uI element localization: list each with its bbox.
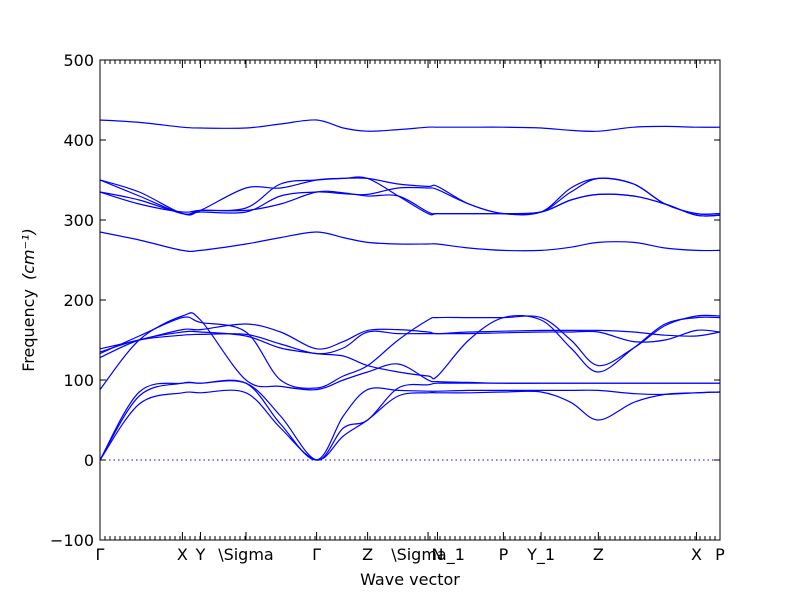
x-tick-label-9: Y_1 xyxy=(526,545,555,565)
band-line-1 xyxy=(99,389,721,461)
y-tick-label-0: −100 xyxy=(50,531,94,550)
plot-frame xyxy=(99,59,721,541)
y-tick-labels: −100 0 100 200 300 400 500 xyxy=(50,51,94,550)
y-tick-label-1: 0 xyxy=(84,451,94,470)
y-tick-label-4: 300 xyxy=(63,211,94,230)
axis-ticks xyxy=(99,59,721,541)
band-line-13 xyxy=(99,177,721,216)
band-line-4 xyxy=(99,312,720,391)
y-tick-label-5: 400 xyxy=(63,131,94,150)
x-tick-label-2: Y xyxy=(195,545,206,564)
y-tick-label-3: 200 xyxy=(63,291,94,310)
x-tick-label-11: X xyxy=(691,545,702,564)
x-tick-label-4: Γ xyxy=(312,545,321,564)
band-line-8 xyxy=(99,329,721,355)
x-tick-label-0: Γ xyxy=(96,545,105,564)
band-line-6 xyxy=(99,314,721,389)
x-tick-label-8: P xyxy=(499,545,509,564)
band-line-5 xyxy=(99,314,721,380)
x-axis-label: Wave vector xyxy=(360,570,460,589)
y-axis-label-unit: (cm⁻¹) xyxy=(19,228,38,280)
x-tick-label-12: P xyxy=(715,545,725,564)
x-tick-label-3: \Sigma xyxy=(218,545,274,564)
x-tick-label-6: \Sigma_1 xyxy=(391,545,465,565)
band-line-14 xyxy=(99,119,721,132)
y-tick-label-2: 100 xyxy=(63,371,94,390)
band-line-12 xyxy=(99,176,721,216)
y-axis-label-text: Frequency xyxy=(19,289,38,372)
x-tick-label-7: N xyxy=(431,545,443,564)
y-axis-label: Frequency (cm⁻¹) xyxy=(19,228,38,371)
x-tick-label-10: Z xyxy=(593,545,604,564)
x-tick-labels: Γ X Y \Sigma Γ Z \Sigma_1N P Y_1 Z X P xyxy=(96,545,726,565)
band-line-7 xyxy=(99,323,721,350)
x-tick-label-1: X xyxy=(177,545,188,564)
x-tick-label-5: Z xyxy=(362,545,373,564)
y-tick-label-6: 500 xyxy=(63,51,94,70)
band-line-9 xyxy=(99,231,721,253)
band-lines xyxy=(99,119,721,461)
